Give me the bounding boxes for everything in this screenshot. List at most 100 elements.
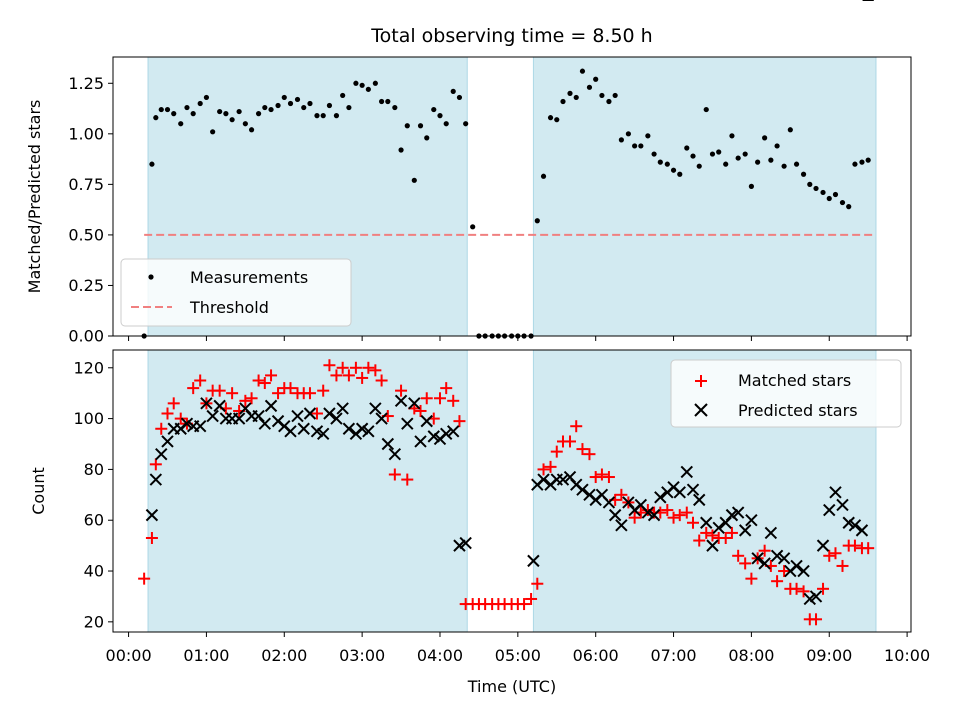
measurement-point (203, 94, 210, 101)
predicted-star-point (809, 590, 823, 603)
matched-star-point (453, 415, 466, 428)
matched-star-point (330, 369, 343, 382)
measurement-point (723, 161, 729, 167)
measurement-point (832, 191, 839, 198)
matched-star-point (564, 435, 577, 448)
observing-interval-shade (147, 349, 468, 633)
matched-star-point (245, 392, 258, 405)
predicted-star-point (408, 397, 421, 410)
x-tick-label: 09:00 (806, 646, 852, 665)
measurement-point (579, 68, 586, 74)
predicted-star-point (232, 412, 246, 425)
legend-threshold-label: Threshold (189, 298, 269, 317)
measurement-point (248, 127, 255, 133)
matched-star-point (342, 369, 355, 382)
predicted-star-point (264, 399, 278, 413)
y-tick-label: 1.00 (68, 124, 104, 143)
measurement-point (618, 137, 624, 143)
count-panel: 20 40 60 80 100 120 00:00 01:00 02:00 03:00 04:00… (29, 0, 930, 696)
predicted-star-point (647, 508, 661, 522)
matched-star-point (161, 407, 174, 420)
predicted-star-point (316, 427, 330, 441)
measurement-point (690, 153, 696, 159)
measurement-point (443, 121, 449, 127)
measurement-point (573, 94, 579, 101)
y-tick-label: 60 (84, 511, 104, 530)
matched-star-point (810, 613, 823, 626)
matched-star-point (687, 516, 700, 529)
bottom-legend: Matched stars Predicted stars (670, 359, 902, 428)
predicted-star-point (414, 435, 427, 448)
predicted-star-point (836, 498, 849, 512)
predicted-star-point (751, 552, 764, 565)
matched-star-point (362, 361, 375, 374)
matched-star-point (745, 572, 758, 585)
matched-star-point (395, 384, 408, 397)
predicted-star-point (355, 422, 369, 435)
matched-star-point (836, 559, 849, 572)
top-legend: Measurements Threshold (120, 258, 352, 327)
measurement-point (651, 151, 657, 157)
measurement-point (392, 104, 398, 111)
measurement-point (599, 92, 605, 99)
matched-star-point (823, 549, 836, 562)
measurement-point (326, 102, 333, 109)
predicted-star-point (381, 437, 395, 451)
matched-star-point (628, 511, 641, 524)
matched-star-point (862, 542, 875, 555)
matched-star-point (433, 392, 446, 405)
measurement-point (859, 159, 865, 165)
y-tick-label: 0.75 (68, 175, 104, 194)
measurement-point (632, 143, 638, 149)
predicted-star-point (855, 524, 869, 537)
predicted-star-point (323, 407, 336, 420)
measurement-point (586, 84, 593, 90)
predicted-star-point (803, 592, 816, 606)
matched-star-point (187, 382, 200, 395)
predicted-star-point (712, 521, 725, 535)
matched-star-point (414, 404, 427, 417)
predicted-star-point (420, 414, 433, 428)
matched-star-point (440, 382, 453, 395)
predicted-star-point (764, 526, 778, 540)
bottom-axes-frame (112, 349, 912, 633)
predicted-star-point (527, 554, 540, 568)
predicted-star-point (369, 402, 382, 415)
measurement-point (696, 163, 702, 169)
measurement-point (612, 92, 618, 99)
measurement-point (333, 113, 340, 119)
measurement-point (456, 94, 463, 101)
predicted-star-point (745, 514, 758, 527)
matched-star-point (595, 468, 608, 481)
matched-star-point (570, 420, 583, 433)
legend-matched-marker (695, 375, 707, 387)
matched-star-point (145, 532, 158, 544)
matched-star-point (706, 529, 719, 542)
measurement-point (787, 127, 793, 133)
matched-star-point (265, 369, 278, 382)
measurement-point (294, 96, 301, 103)
matched-star-point (336, 361, 349, 374)
predicted-star-point (608, 508, 622, 522)
y-tick-label: 0.25 (68, 276, 104, 295)
matched-star-point (739, 557, 752, 570)
measurement-point (547, 115, 554, 121)
measurement-point (742, 151, 748, 157)
predicted-star-point (336, 402, 349, 415)
matched-star-point (829, 547, 842, 560)
measurement-point (793, 161, 800, 167)
matched-star-point (226, 387, 239, 400)
predicted-star-point (770, 549, 784, 562)
matched-star-point (525, 592, 538, 605)
measurement-point (865, 157, 871, 163)
measurement-point (178, 121, 184, 127)
matched-star-point (317, 384, 330, 397)
predicted-star-point (180, 417, 194, 430)
predicted-star-point (342, 422, 356, 435)
predicted-star-point (615, 519, 628, 532)
matched-star-point (349, 361, 362, 374)
bottom-y-ticks: 20 40 60 80 100 120 (73, 358, 113, 631)
predicted-star-point (291, 409, 304, 423)
matched-star-point (848, 539, 861, 552)
bottom-x-ticks: 00:00 01:00 02:00 03:00 04:00 05:00 06:00 07:00… (106, 632, 930, 665)
